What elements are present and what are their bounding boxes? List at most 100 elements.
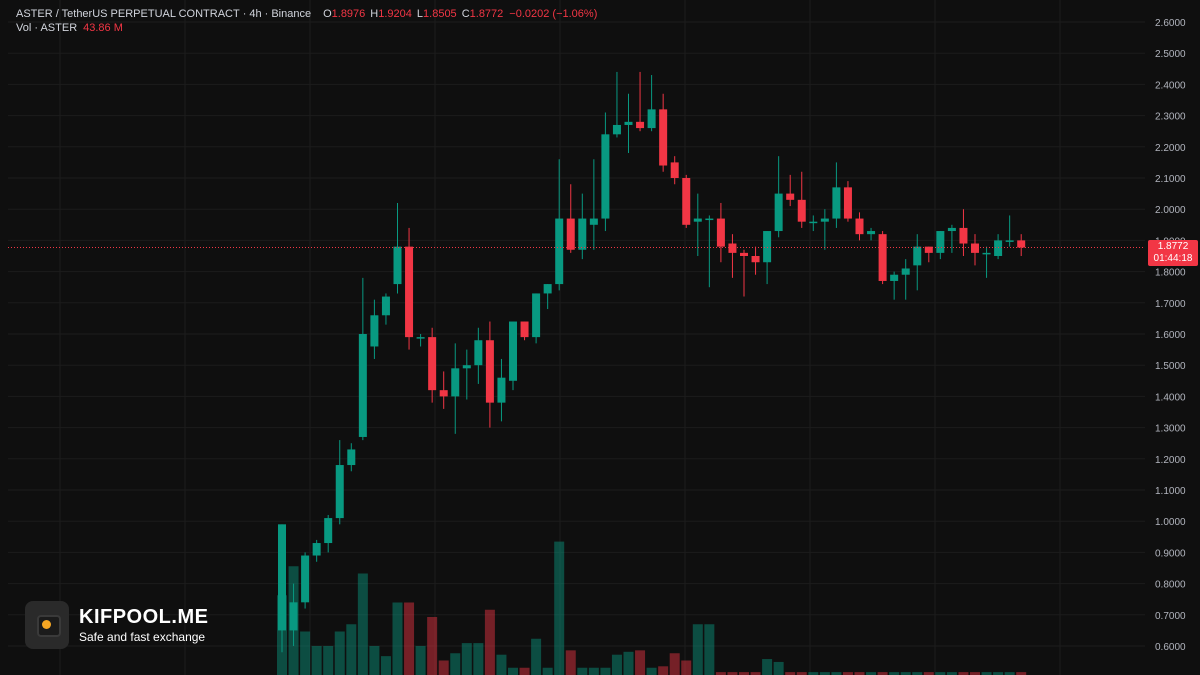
price-axis[interactable]: 2.6000 2.5000 2.4000 2.3000 2.2000 2.1000 2.00… (1155, 18, 1186, 653)
volume-bar (380, 656, 391, 675)
price-tick-label: 2.2000 (1155, 143, 1186, 154)
volume-bar (346, 624, 357, 675)
low-value: 1.8505 (423, 8, 457, 20)
last-price-value: 1.8772 (1157, 241, 1189, 252)
volume-bar (1016, 672, 1027, 675)
candle-body (890, 274, 899, 281)
volume-bar (1004, 672, 1015, 675)
price-tick-label: 2.6000 (1155, 18, 1186, 29)
volume-bar (542, 667, 553, 675)
price-tick-label: 2.3000 (1155, 112, 1186, 123)
close-label: C (461, 8, 470, 20)
candle-body (636, 121, 645, 129)
volume-bar (831, 672, 842, 675)
candle-body (624, 121, 633, 125)
candle-body (647, 109, 656, 129)
ohlc-row: ASTER / TetherUS PERPETUAL CONTRACT · 4h… (16, 8, 598, 20)
volume-value: 43.86 M (83, 22, 123, 34)
volume-bar (669, 653, 680, 675)
price-tick-label: 0.9000 (1155, 548, 1186, 559)
volume-bar (496, 654, 507, 675)
bar-countdown: 01:44:18 (1153, 253, 1193, 264)
brand-name: KIFPOOL.ME (79, 606, 209, 628)
candle-body (451, 368, 460, 397)
candle-body (601, 134, 610, 219)
volume-bar (785, 672, 796, 675)
volume-bar (646, 667, 657, 675)
candle-body (971, 243, 979, 253)
price-tick-label: 2.1000 (1155, 174, 1186, 185)
change-value: −0.0202 (−1.06%) (509, 8, 598, 20)
candle-body (347, 449, 356, 466)
price-tick-label: 1.2000 (1155, 455, 1186, 466)
price-tick-label: 2.4000 (1155, 80, 1186, 91)
volume-bar (946, 672, 957, 675)
chart-legend: ASTER / TetherUS PERPETUAL CONTRACT · 4h… (16, 7, 597, 35)
volume-bar (912, 672, 923, 675)
candle-body (809, 221, 818, 224)
candle-body (509, 321, 517, 381)
candle-body (589, 218, 598, 225)
volume-bar (508, 667, 518, 675)
candle-body (555, 218, 564, 285)
candle-body (393, 246, 402, 285)
volume-bar (993, 672, 1004, 675)
price-tick-label: 1.3000 (1155, 424, 1186, 435)
chart-grid (8, 0, 1145, 675)
volume-bar (300, 631, 311, 675)
open-label: O (323, 8, 332, 20)
volume-bar (334, 631, 345, 675)
volume-label[interactable]: Vol · ASTER (16, 22, 78, 34)
price-tick-label: 0.6000 (1155, 642, 1186, 653)
candle-body (786, 193, 795, 200)
volume-bar (715, 672, 726, 675)
volume-bar (519, 667, 530, 675)
volume-bar (577, 667, 588, 675)
volume-bar (866, 672, 877, 675)
symbol-title[interactable]: ASTER / TetherUS PERPETUAL CONTRACT (16, 8, 240, 20)
exchange-label: Binance (271, 8, 312, 20)
volume-bar (854, 672, 865, 675)
candle-body (416, 337, 425, 339)
volume-bar (392, 602, 403, 675)
candle-body (324, 518, 333, 544)
candle-body (566, 218, 575, 250)
price-tick-label: 1.8000 (1155, 268, 1186, 279)
candle-body (335, 465, 344, 519)
candle-body (670, 162, 679, 178)
candle-body (832, 187, 841, 219)
candle-body (820, 218, 829, 222)
candle-body (994, 240, 1003, 256)
candle-body (462, 365, 471, 369)
candle-body (705, 218, 714, 221)
candle-body (485, 340, 494, 403)
candle-body (797, 199, 806, 222)
volume-bar (554, 541, 565, 675)
price-tick-label: 1.6000 (1155, 330, 1186, 341)
close-value: 1.8772 (469, 8, 504, 20)
price-tick-label: 0.8000 (1155, 580, 1186, 591)
candle-body (763, 231, 772, 263)
candle-body (1005, 240, 1014, 242)
volume-bar (935, 672, 946, 675)
volume-bar (357, 573, 368, 675)
wallet-logo-icon (25, 601, 69, 649)
open-value: 1.8976 (331, 8, 366, 20)
candle-body (612, 124, 621, 135)
volume-bar (427, 617, 438, 675)
volume-bar (323, 646, 334, 675)
volume-bar (808, 672, 819, 675)
price-tick-label: 1.4000 (1155, 392, 1186, 403)
high-value: 1.9204 (378, 8, 412, 20)
volume-bar (889, 672, 900, 675)
candle-body (439, 390, 448, 397)
interval-label[interactable]: 4h (249, 8, 262, 20)
candle-body (520, 321, 529, 338)
candle-body (959, 227, 968, 244)
volume-bar (311, 646, 322, 675)
volume-bar (450, 653, 461, 675)
volume-bar (611, 654, 622, 675)
volume-bar (819, 672, 830, 675)
candle-body (1017, 240, 1026, 248)
